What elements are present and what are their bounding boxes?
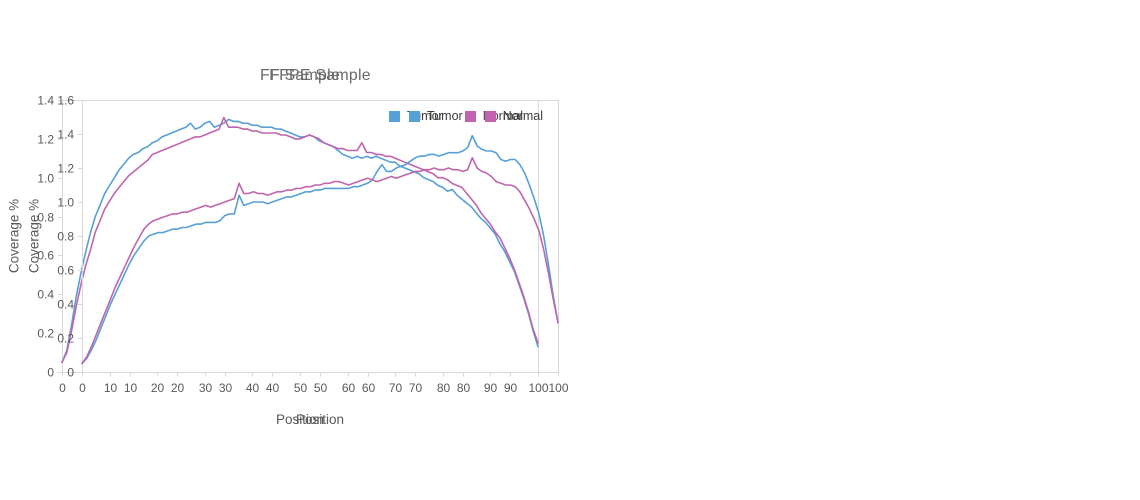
svg-text:0.2: 0.2	[57, 332, 74, 346]
svg-text:40: 40	[266, 381, 280, 395]
svg-text:50: 50	[294, 381, 308, 395]
svg-text:70: 70	[389, 381, 403, 395]
svg-text:0: 0	[59, 381, 66, 395]
svg-text:100: 100	[528, 381, 548, 395]
svg-text:1.2: 1.2	[57, 162, 74, 176]
normal-series-swatch-icon	[484, 110, 496, 122]
svg-text:10: 10	[124, 381, 138, 395]
svg-text:30: 30	[199, 381, 213, 395]
x-axis-title: Position	[275, 412, 325, 427]
svg-text:0.8: 0.8	[57, 230, 74, 244]
svg-text:0.6: 0.6	[37, 249, 54, 263]
svg-text:0.8: 0.8	[37, 211, 54, 225]
tumor-series-swatch-icon	[389, 110, 401, 122]
svg-text:40: 40	[246, 381, 260, 395]
svg-text:60: 60	[342, 381, 356, 395]
chart-ffpe-sample: FFPE Sample Coverage % 0 0.2 0.4 0.6 0.8 1.0 1…	[0, 0, 570, 460]
svg-text:0: 0	[47, 366, 54, 380]
svg-text:100: 100	[548, 381, 568, 395]
legend: Tumor Normal	[409, 109, 543, 123]
svg-text:90: 90	[504, 381, 518, 395]
svg-text:1.4: 1.4	[37, 94, 54, 108]
svg-text:20: 20	[171, 381, 185, 395]
chart-title: FF Sample	[259, 67, 341, 84]
tumor-series-swatch-icon	[409, 110, 421, 122]
svg-text:1.0: 1.0	[57, 196, 74, 210]
plot-area: 0 0.2 0.4 0.6 0.8 1.0 1.2 1.4 1.6 0 10 20 30 40 50 60 70…	[57, 94, 569, 396]
svg-text:70: 70	[409, 381, 423, 395]
svg-text:1.4: 1.4	[57, 128, 74, 142]
legend-label-tumor: Tumor	[427, 109, 463, 123]
svg-text:80: 80	[457, 381, 471, 395]
svg-text:0.4: 0.4	[37, 288, 54, 302]
svg-text:0: 0	[67, 366, 74, 380]
plot-area: 00.20.40.60.81.01.21.40 10 20 30 40 50 60 70 80 9…	[37, 94, 549, 396]
svg-text:0.4: 0.4	[57, 298, 74, 312]
svg-text:1.0: 1.0	[37, 172, 54, 186]
chart-ff-sample: FF Sample Coverage % 0 0.2 0.4 0.6 0.8 1.0 1.2…	[0, 0, 570, 460]
legend-item-normal: Normal	[484, 109, 543, 123]
svg-text:60: 60	[362, 381, 376, 395]
x-axis-title: Position	[295, 412, 345, 427]
svg-text:0.6: 0.6	[57, 264, 74, 278]
legend-label-normal: Normal	[502, 109, 543, 123]
svg-text:20: 20	[151, 381, 165, 395]
svg-text:0.2: 0.2	[37, 327, 54, 341]
svg-text:10: 10	[104, 381, 118, 395]
normal-series-swatch-icon	[464, 110, 476, 122]
svg-text:50: 50	[314, 381, 328, 395]
legend-item-tumor: Tumor	[409, 109, 463, 123]
svg-text:30: 30	[219, 381, 233, 395]
svg-text:1.2: 1.2	[37, 133, 54, 147]
chart-title: FFPE Sample	[269, 67, 371, 84]
svg-text:0: 0	[79, 381, 86, 395]
svg-text:80: 80	[437, 381, 451, 395]
svg-text:1.6: 1.6	[57, 94, 74, 108]
svg-text:90: 90	[484, 381, 498, 395]
